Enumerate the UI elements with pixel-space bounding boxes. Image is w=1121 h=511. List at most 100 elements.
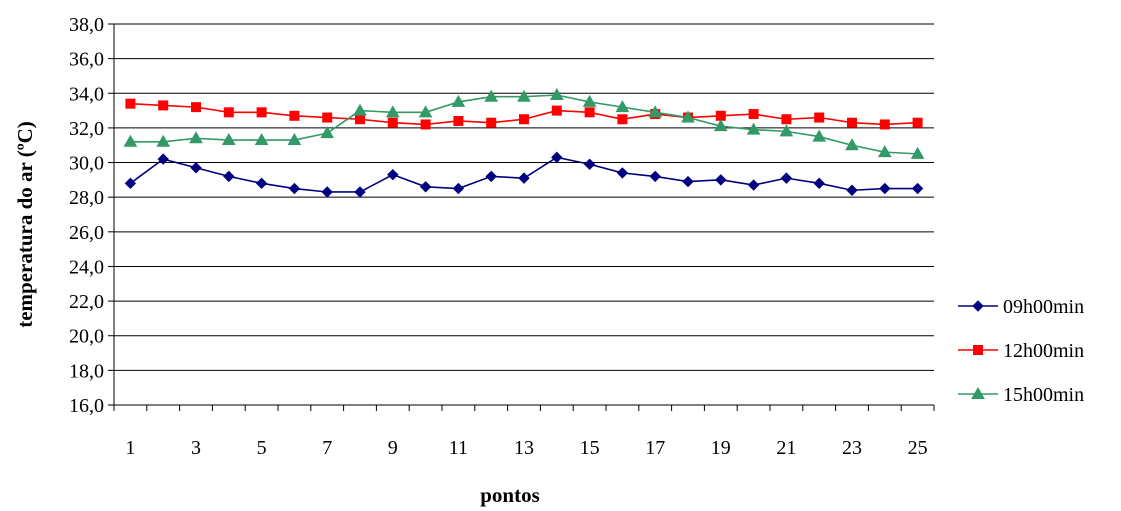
data-point — [551, 151, 563, 164]
data-point — [420, 119, 431, 130]
data-point — [320, 126, 335, 139]
data-point — [879, 119, 890, 130]
data-point — [847, 117, 857, 128]
data-point — [779, 124, 794, 137]
x-tick-label: 7 — [322, 437, 332, 459]
data-point — [910, 146, 925, 159]
data-point — [517, 89, 531, 102]
data-point — [289, 110, 300, 121]
data-point — [549, 87, 564, 101]
x-tick-label: 3 — [191, 437, 201, 459]
legend-label: 12h00min — [1003, 340, 1084, 362]
data-point — [484, 89, 499, 102]
legend: 09h00min 12h00min 15h00min — [958, 296, 1084, 406]
data-point — [158, 100, 169, 111]
data-point — [583, 158, 596, 170]
y-tick-label: 18,0 — [69, 360, 104, 382]
data-point — [223, 107, 234, 118]
data-point — [648, 105, 663, 118]
x-tick-label: 11 — [449, 437, 468, 459]
data-point — [912, 117, 923, 128]
data-point — [617, 114, 628, 125]
data-point — [385, 105, 400, 118]
data-point — [123, 134, 138, 147]
data-point — [846, 184, 858, 196]
x-tick-label: 13 — [514, 437, 534, 459]
data-point — [254, 133, 269, 146]
data-point — [355, 114, 365, 125]
data-point — [256, 107, 267, 118]
data-point — [551, 105, 562, 116]
x-tick-labels: 1 3 5 7 9 11 13 15 17 19 21 23 25 — [125, 437, 927, 459]
y-tick-labels: 16,0 18,0 20,0 22,0 24,0 26,0 28,0 30,0 32,0 34,0… — [69, 14, 104, 417]
gridlines — [114, 23, 934, 371]
data-point — [124, 177, 137, 190]
data-point — [584, 107, 595, 118]
data-point — [322, 112, 333, 123]
x-tick-label: 21 — [776, 437, 796, 459]
data-point — [157, 153, 169, 165]
legend-item: 09h00min — [958, 296, 1084, 318]
data-point — [453, 115, 464, 126]
data-point — [353, 103, 367, 116]
data-point — [814, 112, 825, 123]
x-tick-label: 25 — [908, 437, 928, 459]
data-point — [845, 138, 859, 151]
legend-label: 09h00min — [1003, 296, 1084, 318]
x-tick-label: 9 — [388, 437, 398, 459]
data-point — [713, 119, 728, 132]
series-12h00min — [125, 98, 923, 130]
series-15h00min — [123, 87, 925, 159]
data-point — [971, 386, 985, 399]
data-point — [747, 179, 760, 191]
data-point — [451, 94, 466, 107]
data-point — [972, 300, 984, 312]
data-point — [615, 100, 630, 113]
data-point — [813, 177, 825, 190]
data-point — [255, 177, 268, 190]
y-axis-title: temperatura do ar (ºC) — [13, 121, 37, 328]
x-tick-label: 5 — [257, 437, 267, 459]
data-point — [221, 133, 236, 146]
legend-item: 12h00min — [958, 340, 1084, 362]
x-tick-label: 23 — [842, 437, 862, 459]
data-point — [748, 109, 759, 120]
data-point — [681, 110, 695, 123]
data-point — [321, 186, 333, 198]
data-point — [973, 345, 983, 355]
y-tick-label: 16,0 — [69, 395, 104, 417]
data-point — [190, 162, 202, 174]
data-point — [518, 172, 530, 184]
data-point — [877, 145, 892, 158]
legend-item: 15h00min — [958, 384, 1084, 406]
data-point — [879, 182, 891, 195]
data-point — [418, 105, 433, 118]
data-point — [649, 170, 661, 183]
data-point — [387, 117, 398, 128]
data-point — [156, 134, 171, 147]
y-tick-label: 36,0 — [69, 49, 104, 71]
x-axis-title: pontos — [480, 483, 540, 507]
data-point — [715, 174, 727, 186]
y-tick-label: 20,0 — [69, 326, 104, 348]
y-tick-label: 26,0 — [69, 222, 104, 244]
y-tick-label: 24,0 — [69, 256, 104, 278]
data-point — [812, 129, 827, 142]
y-tick-label: 22,0 — [69, 291, 104, 313]
data-point — [911, 182, 924, 195]
data-point — [486, 117, 497, 128]
x-tick-label: 15 — [580, 437, 600, 459]
data-point — [582, 94, 597, 107]
data-point — [223, 170, 235, 183]
y-tick-label: 30,0 — [69, 153, 104, 175]
data-point — [189, 131, 203, 144]
data-point — [519, 114, 529, 125]
data-point — [125, 98, 136, 109]
data-point — [387, 168, 399, 181]
data-point — [616, 167, 629, 179]
series-line — [130, 94, 918, 155]
data-point — [780, 172, 793, 184]
x-tick-label: 1 — [125, 437, 135, 459]
data-point — [287, 133, 302, 146]
data-point — [682, 175, 694, 188]
